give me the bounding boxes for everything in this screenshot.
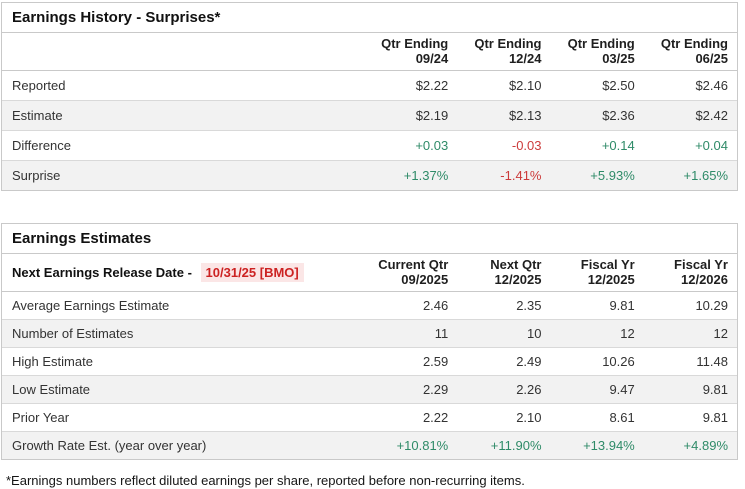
table-row-estimate: Estimate $2.19 $2.13 $2.36 $2.42 <box>2 100 737 131</box>
table-row-reported: Reported $2.22 $2.10 $2.50 $2.46 <box>2 71 737 101</box>
cell-value: +5.93% <box>550 160 644 190</box>
earnings-history-title: Earnings History - Surprises* <box>2 3 737 33</box>
cell-value: 10 <box>457 319 551 348</box>
cell-value: +0.03 <box>364 130 458 161</box>
earnings-estimates-header-row: Next Earnings Release Date - 10/31/25 [B… <box>2 254 737 292</box>
table-row-prior-year: Prior Year 2.22 2.10 8.61 9.81 <box>2 403 737 432</box>
row-label: Reported <box>12 78 66 93</box>
earnings-estimates-table: Next Earnings Release Date - 10/31/25 [B… <box>2 254 737 459</box>
column-header-line1: Qtr Ending <box>381 36 449 51</box>
column-header-line2: 09/24 <box>415 51 449 66</box>
cell-value: +13.94% <box>550 431 644 459</box>
cell-value: 11.48 <box>643 347 737 376</box>
table-row-number-of-estimates: Number of Estimates 11 10 12 12 <box>2 319 737 348</box>
cell-value: 10.26 <box>550 347 644 376</box>
cell-value: -1.41% <box>457 160 551 190</box>
table-row-difference: Difference +0.03 -0.03 +0.14 +0.04 <box>2 130 737 161</box>
cell-value: 12 <box>550 319 644 348</box>
column-header-qtr-0325: Qtr Ending 03/25 <box>550 33 644 71</box>
row-label: Growth Rate Est. (year over year) <box>2 431 364 459</box>
column-header-line1: Next Qtr <box>490 257 542 272</box>
cell-value: 2.49 <box>457 347 551 376</box>
table-row-growth-rate: Growth Rate Est. (year over year) +10.81… <box>2 431 737 459</box>
column-header-line2: 12/24 <box>508 51 542 66</box>
row-label: Number of Estimates <box>2 319 364 348</box>
cell-value: +1.65% <box>643 160 737 190</box>
row-label: Low Estimate <box>2 375 364 404</box>
column-header-line2: 09/2025 <box>401 272 449 287</box>
row-label: Average Earnings Estimate <box>12 298 170 313</box>
cell-value: 9.81 <box>643 375 737 404</box>
column-header-next-qtr: Next Qtr 12/2025 <box>457 254 551 292</box>
column-header-line2: 12/2025 <box>494 272 542 287</box>
earnings-history-header-row: Qtr Ending 09/24 Qtr Ending 12/24 Qtr En… <box>2 33 737 71</box>
cell-value: 2.29 <box>364 375 458 404</box>
cell-value: $2.42 <box>643 100 737 131</box>
cell-value: 12 <box>643 319 737 348</box>
column-header-line2: 06/25 <box>695 51 728 66</box>
column-header-line2: 12/2026 <box>681 272 728 287</box>
cell-value: $2.50 <box>602 78 635 93</box>
cell-value: $2.10 <box>508 78 542 93</box>
cell-value: $2.36 <box>550 100 644 131</box>
cell-value: 9.81 <box>609 298 635 313</box>
column-header-line1: Qtr Ending <box>660 36 728 51</box>
cell-value: 8.61 <box>550 403 644 432</box>
cell-value: $2.13 <box>457 100 551 131</box>
header-spacer <box>2 33 364 71</box>
cell-value: +11.90% <box>457 431 551 459</box>
release-date-badge: 10/31/25 [BMO] <box>200 262 304 282</box>
column-header-line1: Qtr Ending <box>474 36 542 51</box>
table-row-low-estimate: Low Estimate 2.29 2.26 9.47 9.81 <box>2 375 737 404</box>
row-label: Difference <box>2 130 364 161</box>
cell-value: 2.59 <box>364 347 458 376</box>
cell-value: 10.29 <box>695 298 728 313</box>
column-header-line1: Current Qtr <box>378 257 449 272</box>
earnings-estimates-section: Earnings Estimates Next Earnings Release… <box>1 223 738 460</box>
cell-value: 2.35 <box>516 298 542 313</box>
column-header-line1: Fiscal Yr <box>580 257 635 272</box>
earnings-history-section: Earnings History - Surprises* Qtr Ending… <box>1 2 738 191</box>
cell-value: $2.19 <box>364 100 458 131</box>
column-header-line1: Qtr Ending <box>567 36 635 51</box>
column-header-fiscal-yr-2025: Fiscal Yr 12/2025 <box>550 254 644 292</box>
cell-value: $2.22 <box>415 78 449 93</box>
row-label: High Estimate <box>2 347 364 376</box>
cell-value: $2.46 <box>695 78 728 93</box>
cell-value: +0.14 <box>550 130 644 161</box>
column-header-qtr-0625: Qtr Ending 06/25 <box>643 33 737 71</box>
column-header-line2: 03/25 <box>602 51 635 66</box>
column-header-qtr-0924: Qtr Ending 09/24 <box>364 33 458 71</box>
cell-value: 11 <box>364 319 458 348</box>
table-row-high-estimate: High Estimate 2.59 2.49 10.26 11.48 <box>2 347 737 376</box>
cell-value: 2.46 <box>422 298 449 313</box>
cell-value: 9.81 <box>643 403 737 432</box>
cell-value: 2.22 <box>364 403 458 432</box>
earnings-estimates-title: Earnings Estimates <box>2 224 737 254</box>
table-row-surprise: Surprise +1.37% -1.41% +5.93% +1.65% <box>2 160 737 190</box>
release-date-label: Next Earnings Release Date - <box>12 264 192 280</box>
cell-value: +10.81% <box>364 431 458 459</box>
cell-value: 2.26 <box>457 375 551 404</box>
column-header-line2: 12/2025 <box>587 272 635 287</box>
column-header-line1: Fiscal Yr <box>674 257 728 272</box>
column-header-fiscal-yr-2026: Fiscal Yr 12/2026 <box>643 254 737 292</box>
row-label: Prior Year <box>2 403 364 432</box>
cell-value: +4.89% <box>643 431 737 459</box>
column-header-qtr-1224: Qtr Ending 12/24 <box>457 33 551 71</box>
cell-value: 9.47 <box>550 375 644 404</box>
earnings-footnote: *Earnings numbers reflect diluted earnin… <box>6 473 525 488</box>
cell-value: +0.04 <box>643 130 737 161</box>
cell-value: 2.10 <box>457 403 551 432</box>
cell-value: -0.03 <box>457 130 551 161</box>
next-earnings-release: Next Earnings Release Date - 10/31/25 [B… <box>2 254 364 292</box>
column-header-current-qtr: Current Qtr 09/2025 <box>364 254 458 292</box>
row-label: Estimate <box>2 100 364 131</box>
row-label: Surprise <box>2 160 364 190</box>
cell-value: +1.37% <box>364 160 458 190</box>
earnings-history-table: Qtr Ending 09/24 Qtr Ending 12/24 Qtr En… <box>2 33 737 190</box>
table-row-average-earnings-estimate: Average Earnings Estimate 2.46 2.35 9.81… <box>2 292 737 320</box>
